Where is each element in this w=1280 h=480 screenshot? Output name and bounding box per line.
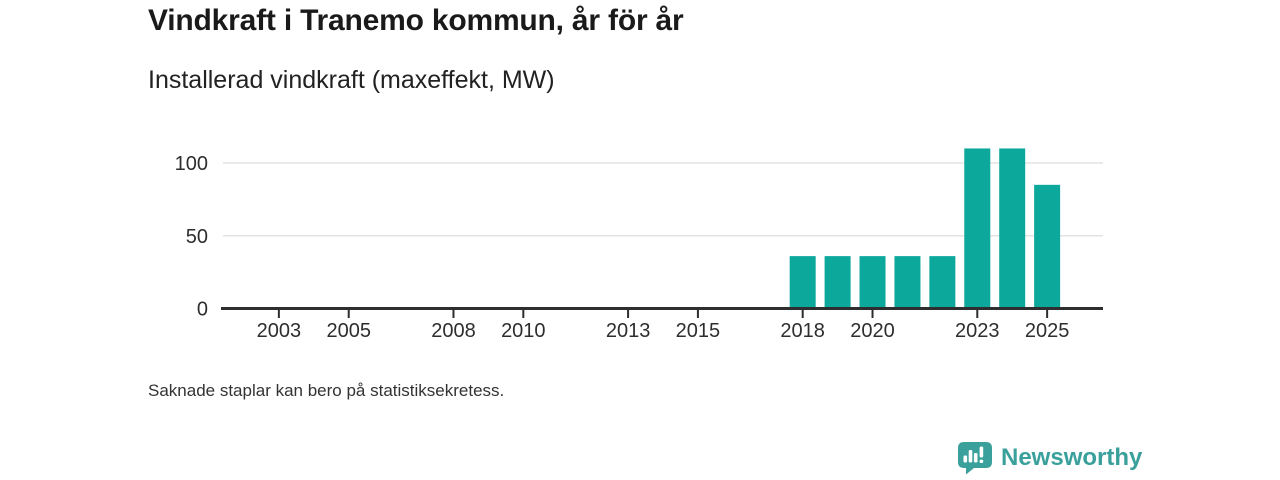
x-tick-label-2018: 2018 <box>780 320 825 342</box>
bar-2019 <box>824 256 851 309</box>
x-tick-label-2003: 2003 <box>257 320 302 342</box>
newsworthy-logo-text: Newsworthy <box>1001 444 1143 471</box>
chart-subtitle: Installerad vindkraft (maxeffekt, MW) <box>148 66 555 94</box>
y-tick-label-100: 100 <box>175 153 208 175</box>
bar-2020 <box>859 256 886 309</box>
x-tick-label-2020: 2020 <box>850 320 895 342</box>
bar-chart-speech-bubble-icon <box>958 442 992 475</box>
footnote: Saknade staplar kan bero på statistiksek… <box>148 381 505 400</box>
x-tick-label-2010: 2010 <box>501 320 546 342</box>
bar-2023 <box>964 148 991 309</box>
x-tick-label-2008: 2008 <box>431 320 476 342</box>
y-tick-label-50: 50 <box>186 226 208 248</box>
x-tick-label-2013: 2013 <box>606 320 651 342</box>
x-tick-label-2025: 2025 <box>1025 320 1070 342</box>
x-tick-label-2015: 2015 <box>676 320 721 342</box>
bar-2022 <box>929 256 956 309</box>
newsworthy-logo[interactable]: Newsworthy <box>956 441 1142 475</box>
bar-2025 <box>1034 184 1061 309</box>
x-tick-label-2005: 2005 <box>326 320 371 342</box>
chart-title: Vindkraft i Tranemo kommun, år för år <box>148 4 684 37</box>
bar-2018 <box>789 256 816 309</box>
bar-2024 <box>999 148 1026 309</box>
y-tick-label-0: 0 <box>197 299 208 321</box>
bar-2021 <box>894 256 921 309</box>
x-tick-label-2023: 2023 <box>955 320 1000 342</box>
